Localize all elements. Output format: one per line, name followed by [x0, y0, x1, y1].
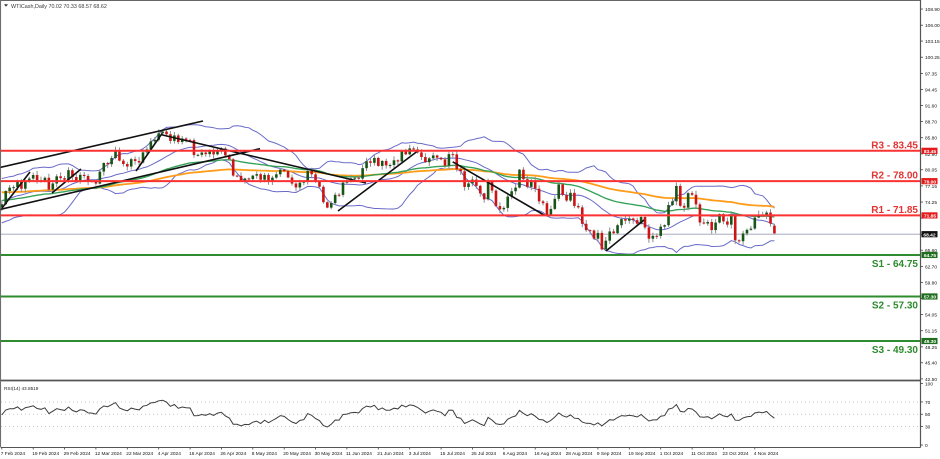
svg-text:45.40: 45.40 — [925, 361, 937, 367]
svg-text:65.60: 65.60 — [925, 248, 937, 254]
svg-text:9 Sep 2024: 9 Sep 2024 — [597, 451, 622, 457]
svg-text:8 May 2024: 8 May 2024 — [252, 451, 277, 457]
svg-text:R3 - 83.45: R3 - 83.45 — [871, 140, 918, 151]
svg-text:42.50: 42.50 — [925, 377, 937, 383]
svg-text:68.42: 68.42 — [923, 232, 936, 238]
svg-text:82.90: 82.90 — [925, 152, 937, 158]
svg-text:R1 - 71.85: R1 - 71.85 — [871, 205, 918, 216]
svg-text:11 Jun 2024: 11 Jun 2024 — [346, 451, 372, 457]
svg-text:85.80: 85.80 — [925, 136, 937, 142]
svg-text:20 May 2024: 20 May 2024 — [283, 451, 311, 457]
svg-text:S2 - 57.30: S2 - 57.30 — [872, 300, 919, 311]
svg-text:30: 30 — [925, 425, 931, 431]
svg-text:16 Aug 2024: 16 Aug 2024 — [534, 451, 561, 457]
svg-text:94.45: 94.45 — [925, 88, 937, 94]
svg-text:R2 - 78.00: R2 - 78.00 — [871, 171, 918, 182]
svg-text:64.75: 64.75 — [924, 253, 937, 259]
svg-text:S1 - 64.75: S1 - 64.75 — [872, 259, 919, 270]
svg-text:80.05: 80.05 — [925, 168, 937, 174]
svg-text:77.15: 77.15 — [925, 184, 937, 190]
svg-text:71.85: 71.85 — [924, 214, 937, 220]
svg-text:62.70: 62.70 — [925, 264, 937, 270]
svg-text:108.90: 108.90 — [925, 7, 940, 13]
svg-text:70: 70 — [925, 400, 931, 406]
svg-text:100: 100 — [925, 382, 933, 388]
svg-text:78.00: 78.00 — [924, 179, 937, 185]
svg-text:74.25: 74.25 — [925, 200, 937, 206]
svg-text:91.60: 91.60 — [925, 103, 937, 109]
svg-text:0: 0 — [925, 443, 928, 449]
svg-text:22 Mar 2024: 22 Mar 2024 — [126, 451, 153, 457]
svg-text:WTICash,Daily 70.02 70.33 68.: WTICash,Daily 70.02 70.33 68.57 68.62 — [11, 4, 107, 10]
svg-text:21 Jun 2024: 21 Jun 2024 — [377, 451, 404, 457]
svg-text:6 Aug 2024: 6 Aug 2024 — [503, 451, 528, 457]
svg-text:48.25: 48.25 — [925, 345, 937, 351]
svg-text:88.70: 88.70 — [925, 120, 937, 126]
svg-text:16 Apr 2024: 16 Apr 2024 — [189, 451, 215, 457]
svg-text:3 Jul 2024: 3 Jul 2024 — [409, 451, 431, 457]
svg-text:59.80: 59.80 — [925, 281, 937, 287]
svg-text:12 Mar 2024: 12 Mar 2024 — [95, 451, 122, 457]
svg-text:25 Jul 2024: 25 Jul 2024 — [471, 451, 496, 457]
svg-text:29 Feb 2024: 29 Feb 2024 — [64, 451, 91, 457]
svg-text:RSI(14) 43.8519: RSI(14) 43.8519 — [4, 386, 39, 391]
svg-text:50: 50 — [925, 412, 931, 418]
svg-text:11 Oct 2024: 11 Oct 2024 — [691, 451, 717, 457]
svg-text:1 Oct 2024: 1 Oct 2024 — [660, 451, 684, 457]
svg-text:19 Sep 2024: 19 Sep 2024 — [628, 451, 656, 457]
svg-text:49.30: 49.30 — [924, 339, 937, 345]
svg-text:19 Feb 2024: 19 Feb 2024 — [32, 451, 59, 457]
svg-text:28 Aug 2024: 28 Aug 2024 — [566, 451, 593, 457]
svg-text:51.15: 51.15 — [925, 329, 937, 335]
svg-text:15 Jul 2024: 15 Jul 2024 — [440, 451, 465, 457]
svg-text:26 Apr 2024: 26 Apr 2024 — [220, 451, 246, 457]
svg-text:4 Nov 2024: 4 Nov 2024 — [754, 451, 779, 457]
svg-text:7 Feb 2024: 7 Feb 2024 — [1, 451, 26, 457]
svg-text:57.30: 57.30 — [924, 295, 937, 301]
svg-text:54.05: 54.05 — [925, 313, 937, 319]
svg-text:4 Apr 2024: 4 Apr 2024 — [158, 451, 182, 457]
svg-text:100.25: 100.25 — [925, 55, 940, 61]
svg-text:23 Oct 2024: 23 Oct 2024 — [722, 451, 748, 457]
svg-text:106.00: 106.00 — [925, 23, 940, 29]
svg-text:83.45: 83.45 — [924, 149, 937, 155]
svg-text:30 May 2024: 30 May 2024 — [315, 451, 343, 457]
svg-text:97.35: 97.35 — [925, 71, 937, 77]
svg-text:103.15: 103.15 — [925, 39, 940, 45]
svg-text:S3 - 49.30: S3 - 49.30 — [872, 345, 919, 356]
